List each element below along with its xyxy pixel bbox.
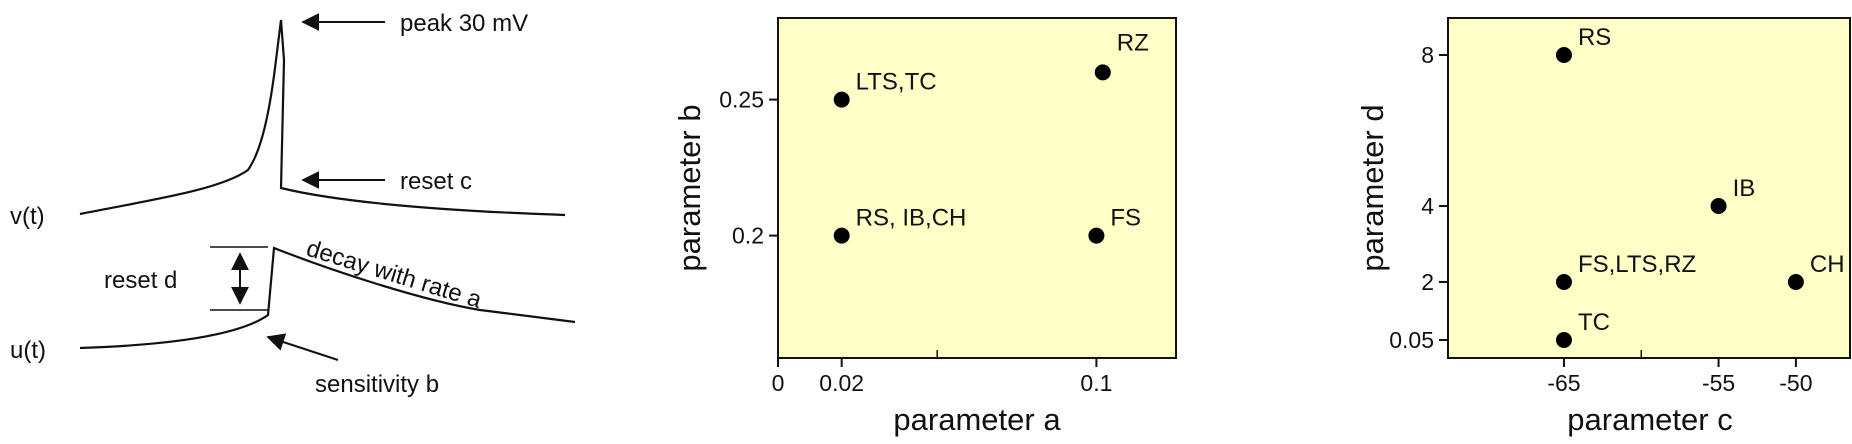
chart-c-d-ylabel: parameter d xyxy=(1355,104,1390,271)
y-tick-label: 2 xyxy=(1421,269,1434,295)
data-point-label: IB xyxy=(1733,175,1756,202)
peak-label: peak 30 mV xyxy=(400,10,528,37)
y-tick-label: 0.25 xyxy=(719,87,764,113)
v-label: v(t) xyxy=(10,203,45,230)
data-point-label: FS,LTS,RZ xyxy=(1578,251,1696,278)
data-point xyxy=(833,227,850,244)
u-label: u(t) xyxy=(10,337,46,364)
chart-c-d: -65 -55 -50 0.05 2 4 8 RS IB FS,LTS,RZ CH TC parame… xyxy=(1355,17,1851,437)
chart-a-b-marks: 0 0.02 0.1 0.2 0.25 LTS,TC RZ RS, IB,CH FS xyxy=(719,29,1149,396)
data-point xyxy=(1787,274,1804,290)
data-point xyxy=(1710,198,1727,214)
data-point-label: FS xyxy=(1110,205,1141,232)
v-trace xyxy=(79,19,566,217)
data-point-label: TC xyxy=(1578,309,1610,336)
neuron-dynamics-diagram: v(t) u(t) peak 30 mV reset c reset d dec… xyxy=(10,10,576,398)
reset-c-label: reset c xyxy=(400,168,472,195)
chart-c-d-marks: -65 -55 -50 0.05 2 4 8 RS IB FS,LTS,RZ CH TC xyxy=(1389,24,1844,396)
data-point-label: RZ xyxy=(1117,29,1149,56)
data-point-label: CH xyxy=(1810,251,1845,278)
u-trace xyxy=(79,246,576,350)
chart-a-b-ylabel: parameter b xyxy=(672,104,707,271)
data-point xyxy=(1094,64,1111,81)
sensitivity-label: sensitivity b xyxy=(315,371,439,398)
x-tick-label: 0.02 xyxy=(819,370,864,396)
data-point xyxy=(1088,227,1105,244)
sensitivity-arrow xyxy=(266,333,339,361)
x-tick-label: 0 xyxy=(772,370,785,396)
x-tick-label: -55 xyxy=(1702,370,1735,396)
data-point xyxy=(1555,47,1572,63)
reset-d-label: reset d xyxy=(104,267,177,294)
data-point xyxy=(833,91,850,108)
x-tick-label: -50 xyxy=(1779,370,1812,396)
data-point xyxy=(1555,332,1572,348)
y-tick-label: 4 xyxy=(1421,193,1434,219)
chart-c-d-xlabel: parameter c xyxy=(1567,402,1732,437)
data-point-label: LTS,TC xyxy=(856,69,937,96)
data-point-label: RS xyxy=(1578,24,1611,51)
y-tick-label: 8 xyxy=(1421,42,1434,68)
decay-label: decay with rate a xyxy=(303,235,485,314)
chart-a-b-xlabel: parameter a xyxy=(893,402,1061,437)
chart-a-b-plot-area xyxy=(777,17,1177,359)
x-tick-label: 0.1 xyxy=(1080,370,1112,396)
y-tick-label: 0.05 xyxy=(1389,327,1434,353)
x-tick-label: -65 xyxy=(1547,370,1580,396)
data-point-label: RS, IB,CH xyxy=(856,205,967,232)
chart-a-b: 0 0.02 0.1 0.2 0.25 LTS,TC RZ RS, IB,CH FS param… xyxy=(672,17,1177,437)
chart-c-d-plot-area xyxy=(1447,17,1851,359)
y-tick-label: 0.2 xyxy=(732,223,764,249)
data-point xyxy=(1555,274,1572,290)
